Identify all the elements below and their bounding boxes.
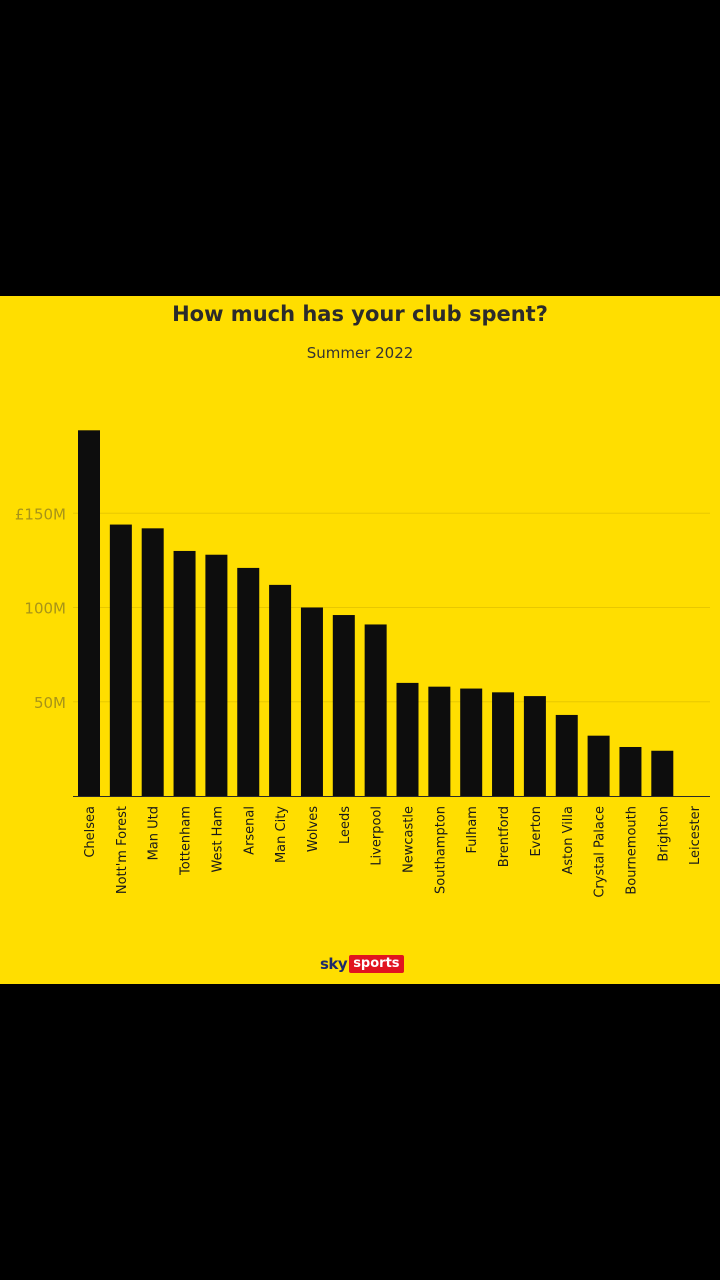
bar: [300, 607, 323, 796]
x-category-label: Chelsea: [83, 806, 98, 858]
bar: [587, 735, 610, 796]
y-tick-label: £150M: [15, 505, 66, 523]
bar: [141, 528, 164, 796]
x-category-label: Leeds: [338, 806, 353, 844]
sky-sports-logo: sky sports: [320, 954, 404, 974]
x-category-label: Everton: [529, 806, 544, 857]
bar: [428, 686, 451, 796]
y-tick-label: 100M: [24, 600, 66, 618]
bar: [237, 567, 260, 796]
x-category-label: Aston Villa: [561, 806, 576, 875]
x-category-label: Brentford: [497, 806, 512, 867]
bar: [78, 430, 100, 796]
bar: [619, 746, 642, 796]
bar: [460, 688, 483, 796]
x-category-label: Brighton: [656, 806, 671, 862]
x-category-label: Nott'm Forest: [115, 806, 130, 894]
logo-sports-text: sports: [349, 955, 404, 973]
x-category-label: Wolves: [306, 806, 321, 852]
y-tick-label: 50M: [34, 694, 66, 712]
x-category-label: West Ham: [210, 806, 225, 873]
logo-sky-text: sky: [320, 955, 348, 973]
bar: [523, 696, 546, 796]
chart-subtitle: Summer 2022: [306, 344, 414, 362]
bar: [651, 750, 674, 796]
x-category-label: Liverpool: [370, 806, 385, 866]
bar: [205, 554, 228, 796]
x-category-label: Newcastle: [402, 806, 417, 873]
bar: [364, 624, 387, 796]
x-category-label: Crystal Palace: [593, 806, 608, 898]
bar: [269, 584, 292, 796]
x-category-label: Fulham: [465, 806, 480, 854]
bar: [173, 550, 196, 796]
bar: [109, 524, 132, 796]
x-category-label: Leicester: [688, 805, 703, 865]
bar: [332, 615, 355, 796]
bar: [396, 682, 419, 796]
bar: [555, 714, 578, 796]
x-category-label: Man Utd: [147, 806, 162, 860]
x-category-label: Southampton: [433, 806, 448, 894]
bar: [492, 692, 515, 796]
x-category-label: Man City: [274, 806, 289, 863]
x-category-label: Bournemouth: [624, 806, 639, 895]
chart-title: How much has your club spent?: [172, 302, 548, 326]
x-category-label: Arsenal: [242, 806, 257, 855]
x-category-label: Tottenham: [179, 806, 194, 876]
